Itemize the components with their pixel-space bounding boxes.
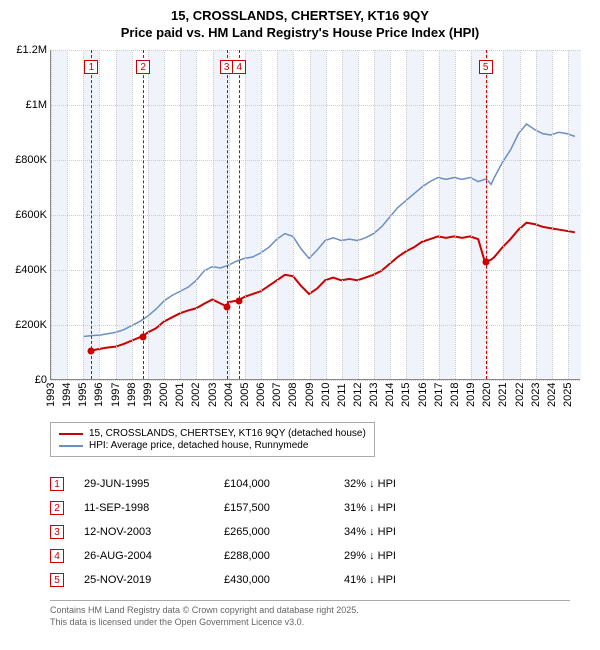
x-axis-label: 2000 — [158, 383, 170, 407]
sale-point — [223, 304, 230, 311]
table-row: 3 12-NOV-2003£265,00034% ↓ HPI — [50, 520, 570, 544]
table-row: 4 26-AUG-2004£288,00029% ↓ HPI — [50, 544, 570, 568]
x-axis-label: 2019 — [465, 383, 477, 407]
x-axis-label: 2002 — [190, 383, 202, 407]
sale-date: 25-NOV-2019 — [84, 574, 224, 586]
x-axis-label: 2022 — [514, 383, 526, 407]
x-axis-label: 2010 — [320, 383, 332, 407]
sale-point — [88, 348, 95, 355]
x-axis-label: 2017 — [433, 383, 445, 407]
x-axis-label: 1996 — [93, 383, 105, 407]
legend-item-hpi: HPI: Average price, detached house, Runn… — [59, 440, 366, 451]
sale-marker: 5 — [479, 60, 493, 74]
footer-line-2: This data is licensed under the Open Gov… — [50, 617, 570, 629]
y-axis-label: £400K — [7, 264, 47, 276]
sale-marker: 4 — [232, 60, 246, 74]
y-axis-label: £1M — [7, 99, 47, 111]
x-axis-label: 1995 — [77, 383, 89, 407]
price-chart: £0£200K£400K£600K£800K£1M£1.2M1993199419… — [50, 50, 580, 380]
x-axis-label: 1993 — [45, 383, 57, 407]
x-axis-label: 2021 — [497, 383, 509, 407]
sale-date: 11-SEP-1998 — [84, 502, 224, 514]
x-axis-label: 2009 — [304, 383, 316, 407]
sale-price: £104,000 — [224, 478, 344, 490]
y-axis-label: £800K — [7, 154, 47, 166]
table-row: 1 29-JUN-1995£104,00032% ↓ HPI — [50, 472, 570, 496]
x-axis-label: 2018 — [449, 383, 461, 407]
sale-vs-hpi: 29% ↓ HPI — [344, 550, 464, 562]
chart-title: 15, CROSSLANDS, CHERTSEY, KT16 9QY Price… — [0, 0, 600, 42]
x-axis-label: 2005 — [239, 383, 251, 407]
sale-price: £157,500 — [224, 502, 344, 514]
legend-item-property: 15, CROSSLANDS, CHERTSEY, KT16 9QY (deta… — [59, 428, 366, 439]
x-axis-label: 2003 — [207, 383, 219, 407]
y-axis-label: £200K — [7, 319, 47, 331]
footer-attribution: Contains HM Land Registry data © Crown c… — [50, 600, 570, 628]
row-marker: 1 — [50, 477, 64, 491]
legend-swatch-property — [59, 433, 83, 435]
title-line-1: 15, CROSSLANDS, CHERTSEY, KT16 9QY — [0, 8, 600, 25]
legend-label-property: 15, CROSSLANDS, CHERTSEY, KT16 9QY (deta… — [89, 428, 366, 439]
table-row: 2 11-SEP-1998£157,50031% ↓ HPI — [50, 496, 570, 520]
sale-point — [236, 297, 243, 304]
x-axis-label: 2004 — [223, 383, 235, 407]
x-axis-label: 2014 — [384, 383, 396, 407]
sale-vs-hpi: 32% ↓ HPI — [344, 478, 464, 490]
x-axis-label: 2001 — [174, 383, 186, 407]
sales-table: 1 29-JUN-1995£104,00032% ↓ HPI 2 11-SEP-199… — [50, 472, 570, 592]
y-axis-label: £0 — [7, 374, 47, 386]
x-axis-label: 2007 — [271, 383, 283, 407]
x-axis-label: 1998 — [126, 383, 138, 407]
x-axis-label: 2024 — [546, 383, 558, 407]
sale-price: £430,000 — [224, 574, 344, 586]
legend-swatch-hpi — [59, 445, 83, 447]
sale-vs-hpi: 41% ↓ HPI — [344, 574, 464, 586]
legend-label-hpi: HPI: Average price, detached house, Runn… — [89, 440, 308, 451]
footer-line-1: Contains HM Land Registry data © Crown c… — [50, 605, 570, 617]
x-axis-label: 2011 — [336, 383, 348, 407]
sale-point — [140, 333, 147, 340]
x-axis-label: 2006 — [255, 383, 267, 407]
row-marker: 4 — [50, 549, 64, 563]
x-axis-label: 2016 — [417, 383, 429, 407]
y-axis-label: £1.2M — [7, 44, 47, 56]
table-row: 5 25-NOV-2019£430,00041% ↓ HPI — [50, 568, 570, 592]
x-axis-label: 1999 — [142, 383, 154, 407]
sale-date: 12-NOV-2003 — [84, 526, 224, 538]
x-axis-label: 2013 — [368, 383, 380, 407]
x-axis-label: 1997 — [110, 383, 122, 407]
x-axis-label: 2020 — [481, 383, 493, 407]
row-marker: 2 — [50, 501, 64, 515]
x-axis-label: 2012 — [352, 383, 364, 407]
sale-price: £265,000 — [224, 526, 344, 538]
title-line-2: Price paid vs. HM Land Registry's House … — [0, 25, 600, 42]
sale-vs-hpi: 34% ↓ HPI — [344, 526, 464, 538]
sale-marker: 2 — [136, 60, 150, 74]
x-axis-label: 2008 — [287, 383, 299, 407]
sale-date: 29-JUN-1995 — [84, 478, 224, 490]
x-axis-label: 2023 — [530, 383, 542, 407]
sale-vs-hpi: 31% ↓ HPI — [344, 502, 464, 514]
sale-date: 26-AUG-2004 — [84, 550, 224, 562]
sale-price: £288,000 — [224, 550, 344, 562]
sale-point — [482, 258, 489, 265]
x-axis-label: 2015 — [400, 383, 412, 407]
row-marker: 5 — [50, 573, 64, 587]
x-axis-label: 1994 — [61, 383, 73, 407]
x-axis-label: 2025 — [562, 383, 574, 407]
chart-legend: 15, CROSSLANDS, CHERTSEY, KT16 9QY (deta… — [50, 422, 375, 457]
y-axis-label: £600K — [7, 209, 47, 221]
sale-marker: 1 — [84, 60, 98, 74]
row-marker: 3 — [50, 525, 64, 539]
